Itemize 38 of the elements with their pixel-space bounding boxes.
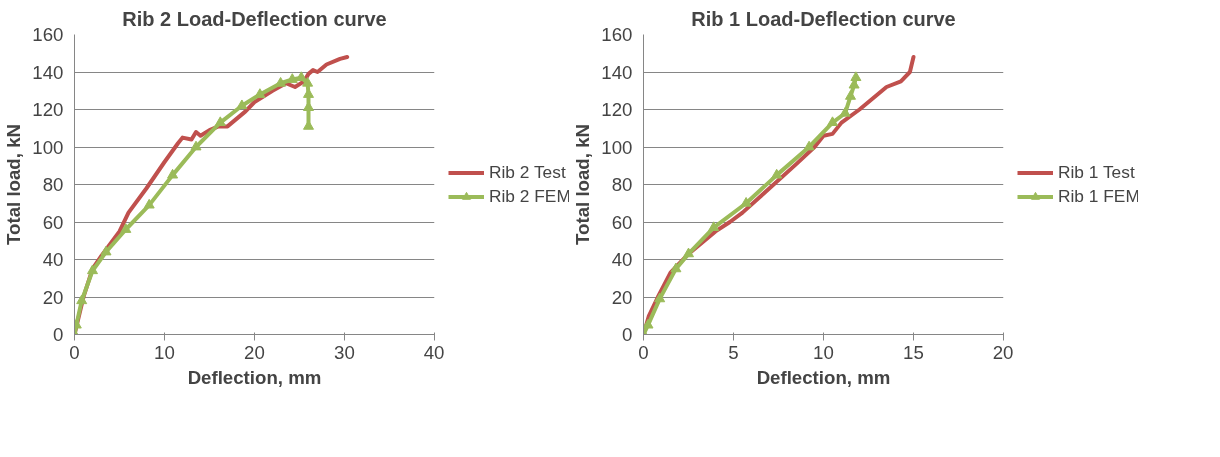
chart-title: Rib 1 Load-Deflection curve bbox=[691, 7, 956, 30]
y-axis-title: Total load, kN bbox=[3, 124, 25, 245]
y-axis-title: Total load, kN bbox=[572, 124, 594, 245]
legend-label: Rib 2 FEM bbox=[489, 185, 570, 207]
y-tick-label: 160 bbox=[32, 24, 64, 45]
x-tick-label: 0 bbox=[638, 341, 649, 363]
y-tick-label: 140 bbox=[601, 61, 633, 83]
x-axis-title: Deflection, mm bbox=[187, 366, 322, 388]
x-tick-label: 20 bbox=[244, 341, 265, 363]
y-tick-label: 80 bbox=[611, 174, 633, 195]
legend-label: Rib 1 FEM bbox=[1058, 185, 1139, 207]
y-tick-label: 0 bbox=[53, 324, 64, 345]
y-tick-label: 0 bbox=[622, 324, 633, 345]
x-axis-title: Deflection, mm bbox=[756, 366, 891, 388]
x-tick-label: 20 bbox=[992, 341, 1014, 363]
x-tick-label: 10 bbox=[813, 341, 834, 363]
x-tick-label: 30 bbox=[334, 341, 355, 363]
x-tick-label: 5 bbox=[728, 341, 739, 363]
y-tick-label: 160 bbox=[601, 24, 633, 45]
x-tick-label: 15 bbox=[903, 341, 924, 363]
y-tick-label: 60 bbox=[42, 211, 64, 233]
y-tick-label: 100 bbox=[601, 136, 633, 158]
legend-label: Rib 1 Test bbox=[1058, 161, 1135, 183]
y-tick-label: 40 bbox=[611, 249, 633, 270]
x-tick-label: 10 bbox=[154, 341, 175, 363]
legend-label: Rib 2 Test bbox=[489, 161, 566, 183]
y-tick-label: 120 bbox=[601, 99, 633, 120]
y-tick-label: 120 bbox=[32, 99, 64, 120]
chart-title: Rib 2 Load-Deflection curve bbox=[122, 7, 387, 30]
y-tick-label: 100 bbox=[32, 136, 64, 158]
y-tick-label: 140 bbox=[32, 61, 64, 83]
x-tick-label: 40 bbox=[423, 341, 445, 363]
y-tick-label: 40 bbox=[42, 249, 64, 270]
y-tick-label: 20 bbox=[42, 286, 64, 308]
x-tick-label: 0 bbox=[69, 341, 80, 363]
y-tick-label: 80 bbox=[42, 174, 64, 195]
y-tick-label: 60 bbox=[611, 211, 633, 233]
y-tick-label: 20 bbox=[611, 286, 633, 308]
